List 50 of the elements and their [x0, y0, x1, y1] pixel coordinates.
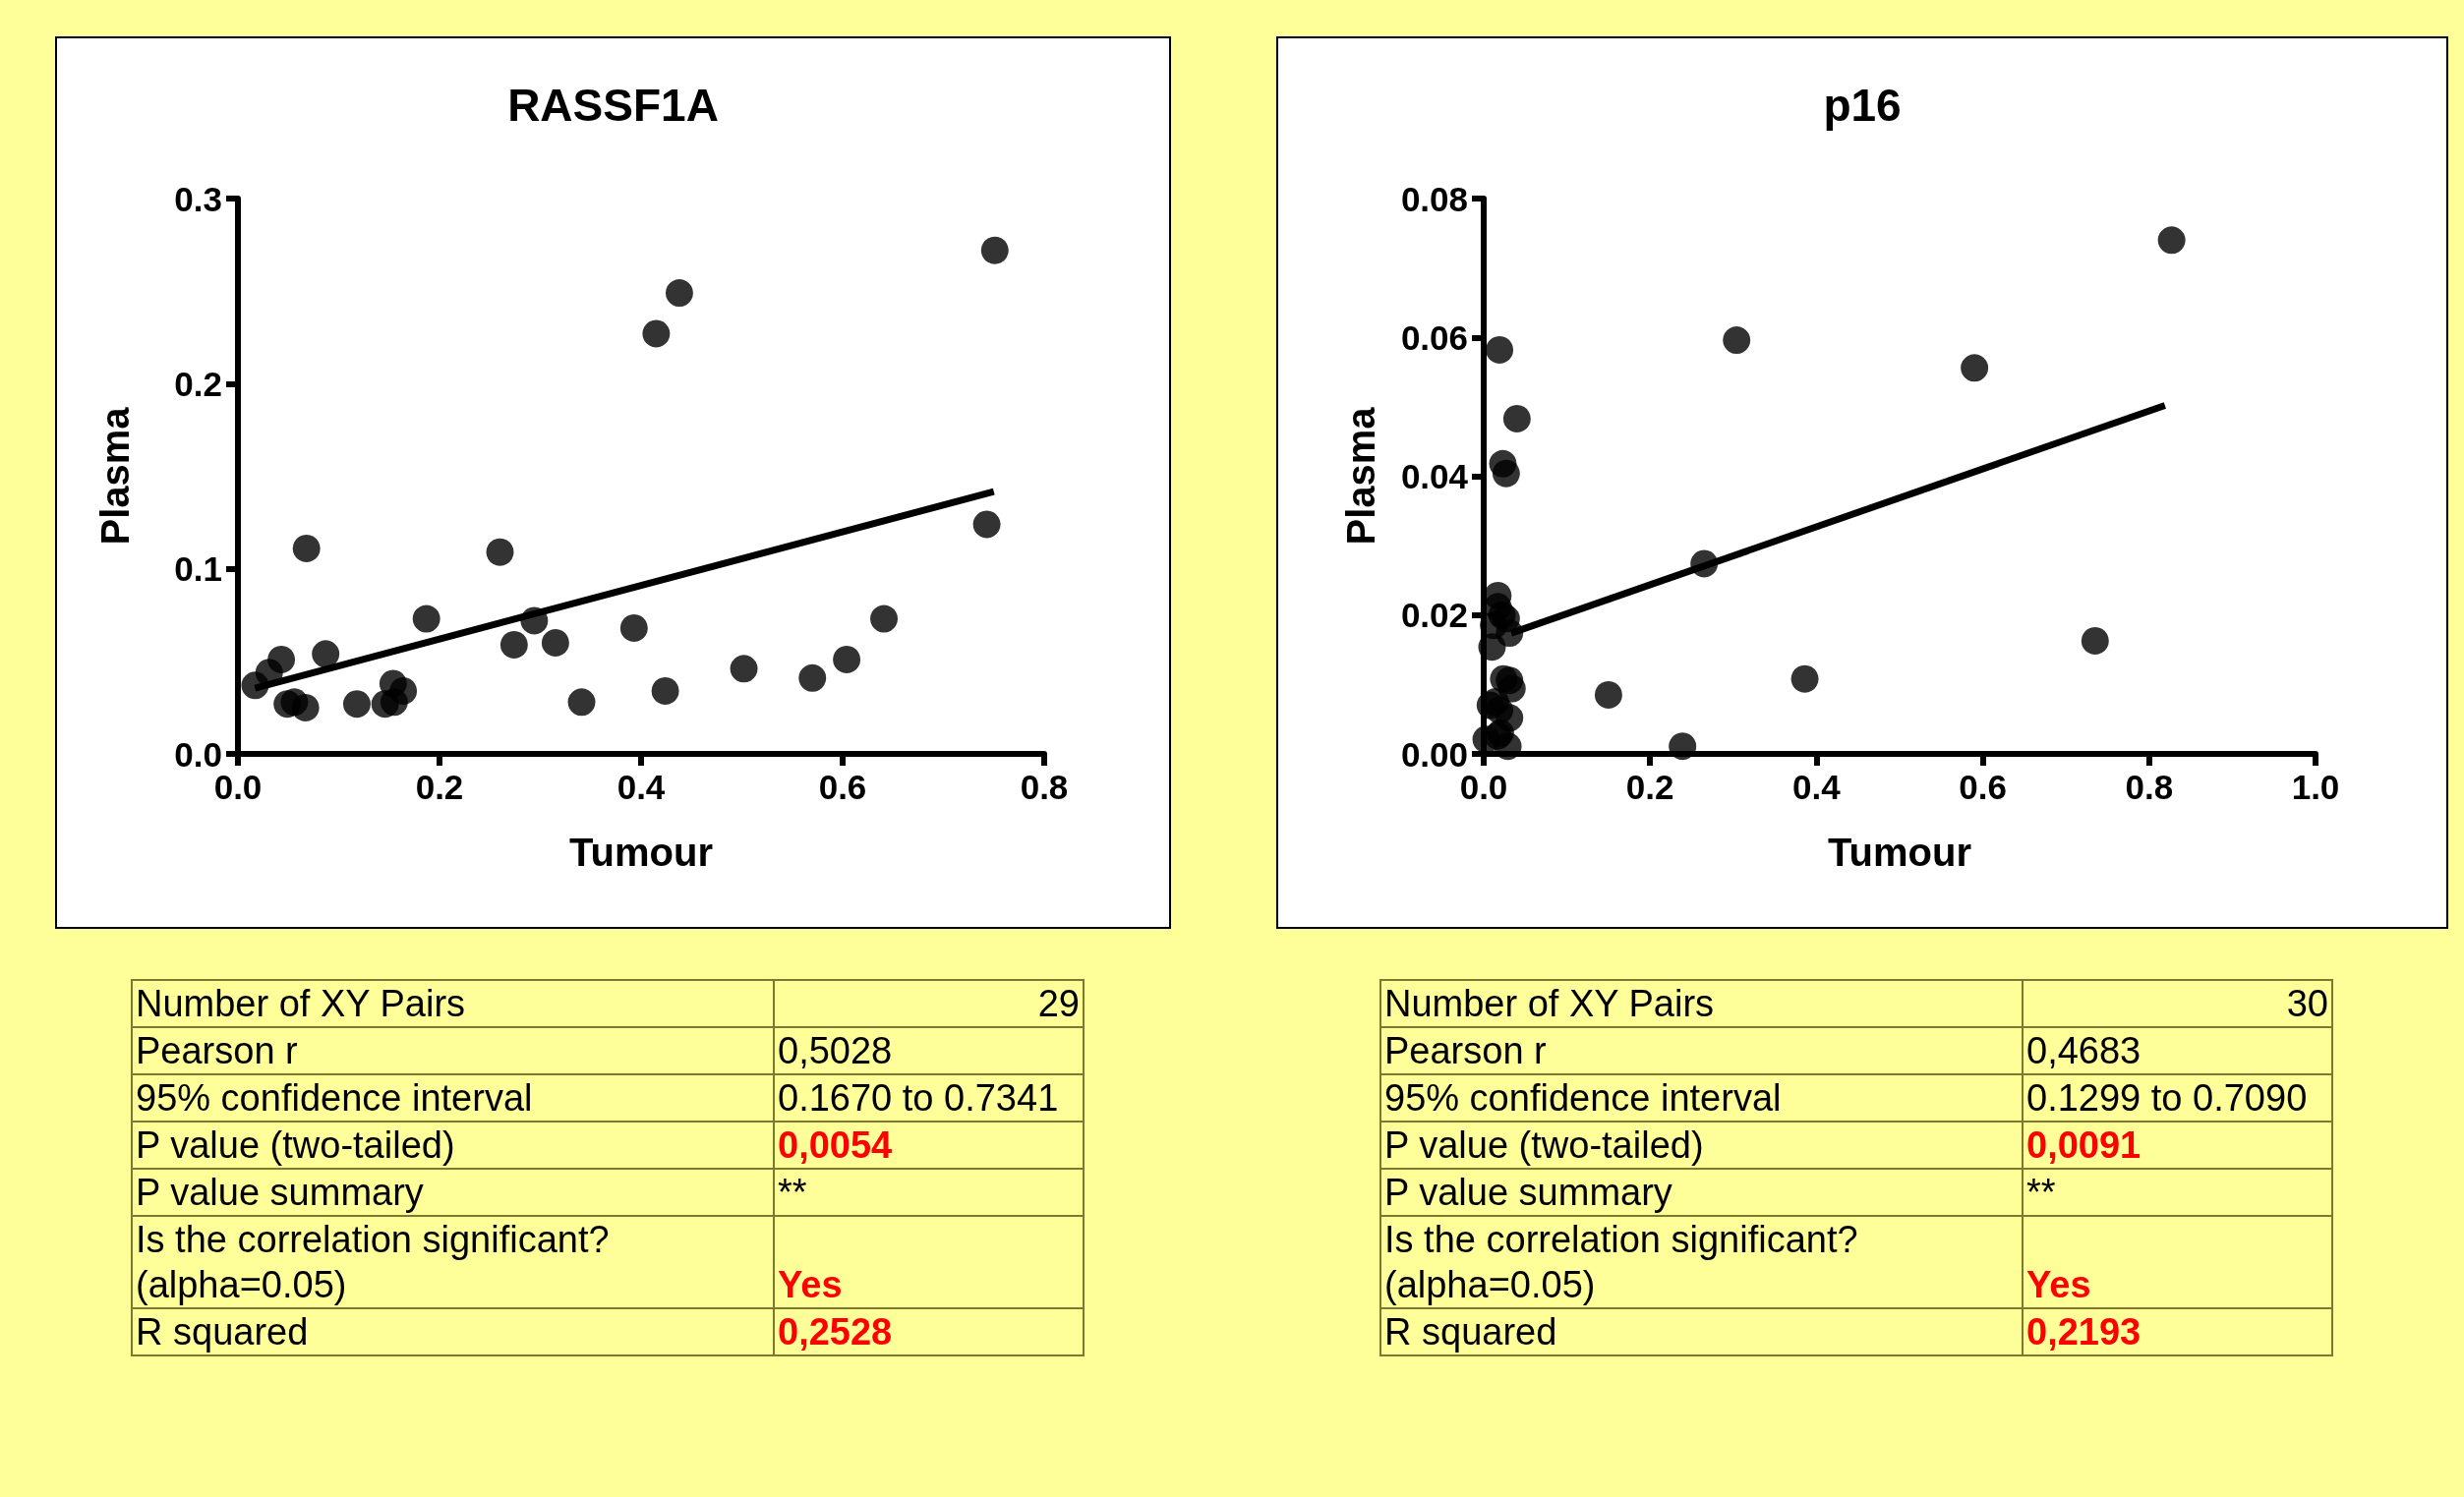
- text: 0,0054: [774, 1122, 1084, 1169]
- text: Pearson r: [1380, 1027, 2023, 1074]
- text: 30: [2023, 980, 2332, 1027]
- text: 95% confidence interval: [1380, 1074, 2023, 1122]
- y-tick-label: 0.2: [174, 364, 222, 403]
- text: 0,4683: [2023, 1027, 2332, 1074]
- x-tick-label: 0.8: [2125, 768, 2174, 806]
- text: Is the correlation significant? (alpha=0.05): [1380, 1216, 2023, 1308]
- text: Pearson r: [132, 1027, 774, 1074]
- text: 0,2193: [2023, 1308, 2332, 1355]
- x-tick-label: 0.4: [1792, 768, 1842, 806]
- text: R squared: [1380, 1308, 2023, 1355]
- x-tick-label: 0.6: [818, 768, 867, 806]
- text: 0.1670 to 0.7341: [774, 1074, 1084, 1122]
- text: P value summary: [1380, 1169, 2023, 1216]
- text: P value (two-tailed): [132, 1122, 774, 1169]
- y-tick-label: 0.02: [1400, 596, 1468, 635]
- x-tick-label: 0.6: [1959, 768, 2007, 806]
- x-axis-title: Tumour: [1828, 831, 1971, 874]
- text: 0,5028: [774, 1027, 1084, 1074]
- y-axis-title: Plasma: [93, 406, 137, 546]
- text: Is the correlation significant? (alpha=0.05): [132, 1216, 774, 1308]
- text: 0,0091: [2023, 1122, 2332, 1169]
- y-tick-label: 0.3: [174, 179, 222, 218]
- text: R squared: [132, 1308, 774, 1355]
- x-tick-label: 0.2: [1625, 768, 1674, 806]
- text: 0,2528: [774, 1308, 1084, 1355]
- text: 0.1299 to 0.7090: [2023, 1074, 2332, 1122]
- y-tick-label: 0.08: [1400, 179, 1468, 218]
- y-tick-label: 0.06: [1400, 317, 1468, 357]
- text: Number of XY Pairs: [1380, 980, 2023, 1027]
- text: Number of XY Pairs: [132, 980, 774, 1027]
- x-tick-label: 0.2: [415, 768, 464, 806]
- y-axis-title: Plasma: [1339, 406, 1382, 546]
- text: 95% confidence interval: [132, 1074, 774, 1122]
- text: Yes: [2023, 1216, 2332, 1308]
- text: **: [774, 1169, 1084, 1216]
- chart-title: RASSF1A: [507, 80, 719, 131]
- text: P value (two-tailed): [1380, 1122, 2023, 1169]
- y-tick-label: 0.1: [174, 549, 222, 589]
- x-axis-title: Tumour: [569, 831, 713, 874]
- x-tick-label: 0.4: [616, 768, 666, 806]
- text: **: [2023, 1169, 2332, 1216]
- text: Yes: [774, 1216, 1084, 1308]
- text: P value summary: [132, 1169, 774, 1216]
- x-tick-label: 1.0: [2291, 768, 2340, 806]
- y-tick-label: 0.04: [1400, 457, 1469, 495]
- chart-title: p16: [1823, 80, 1902, 131]
- x-tick-label: 0.8: [1020, 768, 1069, 806]
- text: 29: [774, 980, 1084, 1027]
